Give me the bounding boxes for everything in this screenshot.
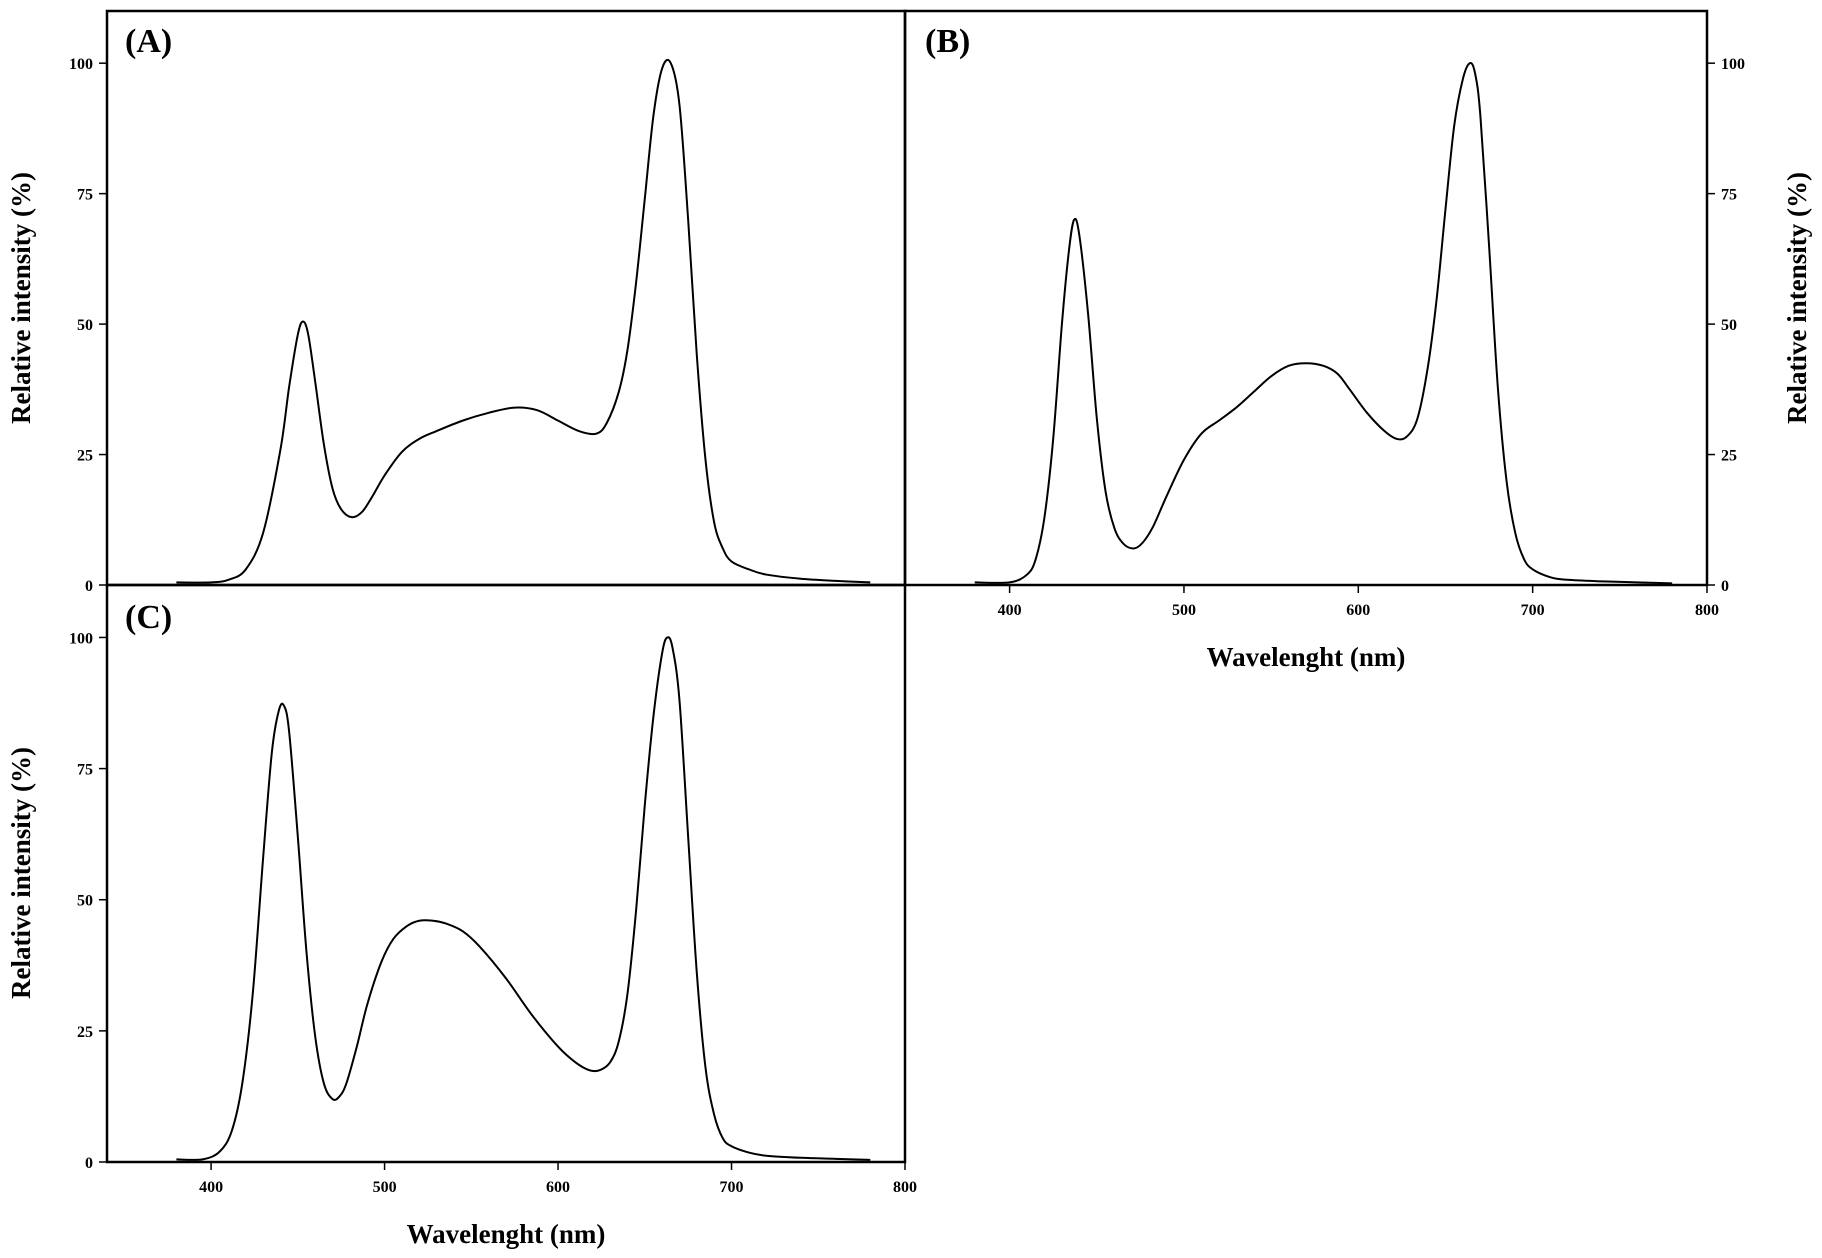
panel-b-frame <box>903 9 1709 587</box>
panel-b: (B) Relative intensity (%) Wavelenght (n… <box>903 9 1812 672</box>
panel-c-x-axis-title: Wavelenght (nm) <box>407 1219 606 1249</box>
y-tick-label: 50 <box>1721 317 1737 334</box>
y-tick-label: 100 <box>69 630 93 647</box>
y-tick-label: 25 <box>1721 448 1737 465</box>
y-tick-label: 100 <box>69 56 93 73</box>
y-tick-label: 25 <box>77 1024 93 1041</box>
y-tick-label: 0 <box>85 578 93 595</box>
y-tick-label: 75 <box>77 187 93 204</box>
panel-c-y-axis-title: Relative intensity (%) <box>6 747 36 999</box>
panel-c-frame <box>105 583 907 1164</box>
panel-a: (A) Relative intensity (%) 0 25 50 75 100 <box>6 9 907 595</box>
x-tick-label: 600 <box>546 1179 570 1196</box>
y-tick-label: 75 <box>1721 187 1737 204</box>
panel-c-x-ticks: 400 500 600 700 800 <box>199 1162 917 1196</box>
y-tick-label: 50 <box>77 893 93 910</box>
y-tick-label: 75 <box>77 762 93 779</box>
panel-c-label: (C) <box>125 599 172 636</box>
panel-a-y-axis-title: Relative intensity (%) <box>6 172 36 424</box>
x-tick-label: 700 <box>1521 602 1545 619</box>
x-tick-label: 700 <box>720 1179 744 1196</box>
panel-a-series-line <box>176 58 871 584</box>
panel-b-y-axis-title: Relative intensity (%) <box>1782 172 1812 424</box>
panel-b-x-ticks: 400 500 600 700 800 <box>998 585 1719 619</box>
x-tick-label: 500 <box>1172 602 1196 619</box>
x-tick-label: 400 <box>199 1179 223 1196</box>
x-tick-label: 500 <box>373 1179 397 1196</box>
panel-a-frame <box>105 9 907 587</box>
x-tick-label: 800 <box>893 1179 917 1196</box>
x-tick-label: 400 <box>998 602 1022 619</box>
panel-b-x-axis-title: Wavelenght (nm) <box>1207 642 1406 672</box>
y-tick-label: 0 <box>1721 578 1729 595</box>
x-tick-label: 800 <box>1695 602 1719 619</box>
panel-b-y-ticks: 0 25 50 75 100 <box>1707 56 1745 595</box>
panel-c-series-line <box>176 636 871 1161</box>
panel-c: (C) Relative intensity (%) Wavelenght (n… <box>6 583 917 1249</box>
y-tick-label: 50 <box>77 317 93 334</box>
y-tick-label: 0 <box>85 1155 93 1172</box>
y-tick-label: 100 <box>1721 56 1745 73</box>
y-tick-label: 25 <box>77 448 93 465</box>
panel-c-y-ticks: 0 25 50 75 100 <box>69 630 107 1172</box>
panel-a-label: (A) <box>125 23 172 60</box>
panel-b-label: (B) <box>925 23 970 60</box>
panel-a-y-ticks: 0 25 50 75 100 <box>69 56 107 595</box>
x-tick-label: 600 <box>1346 602 1370 619</box>
panel-b-series-line <box>974 62 1673 585</box>
